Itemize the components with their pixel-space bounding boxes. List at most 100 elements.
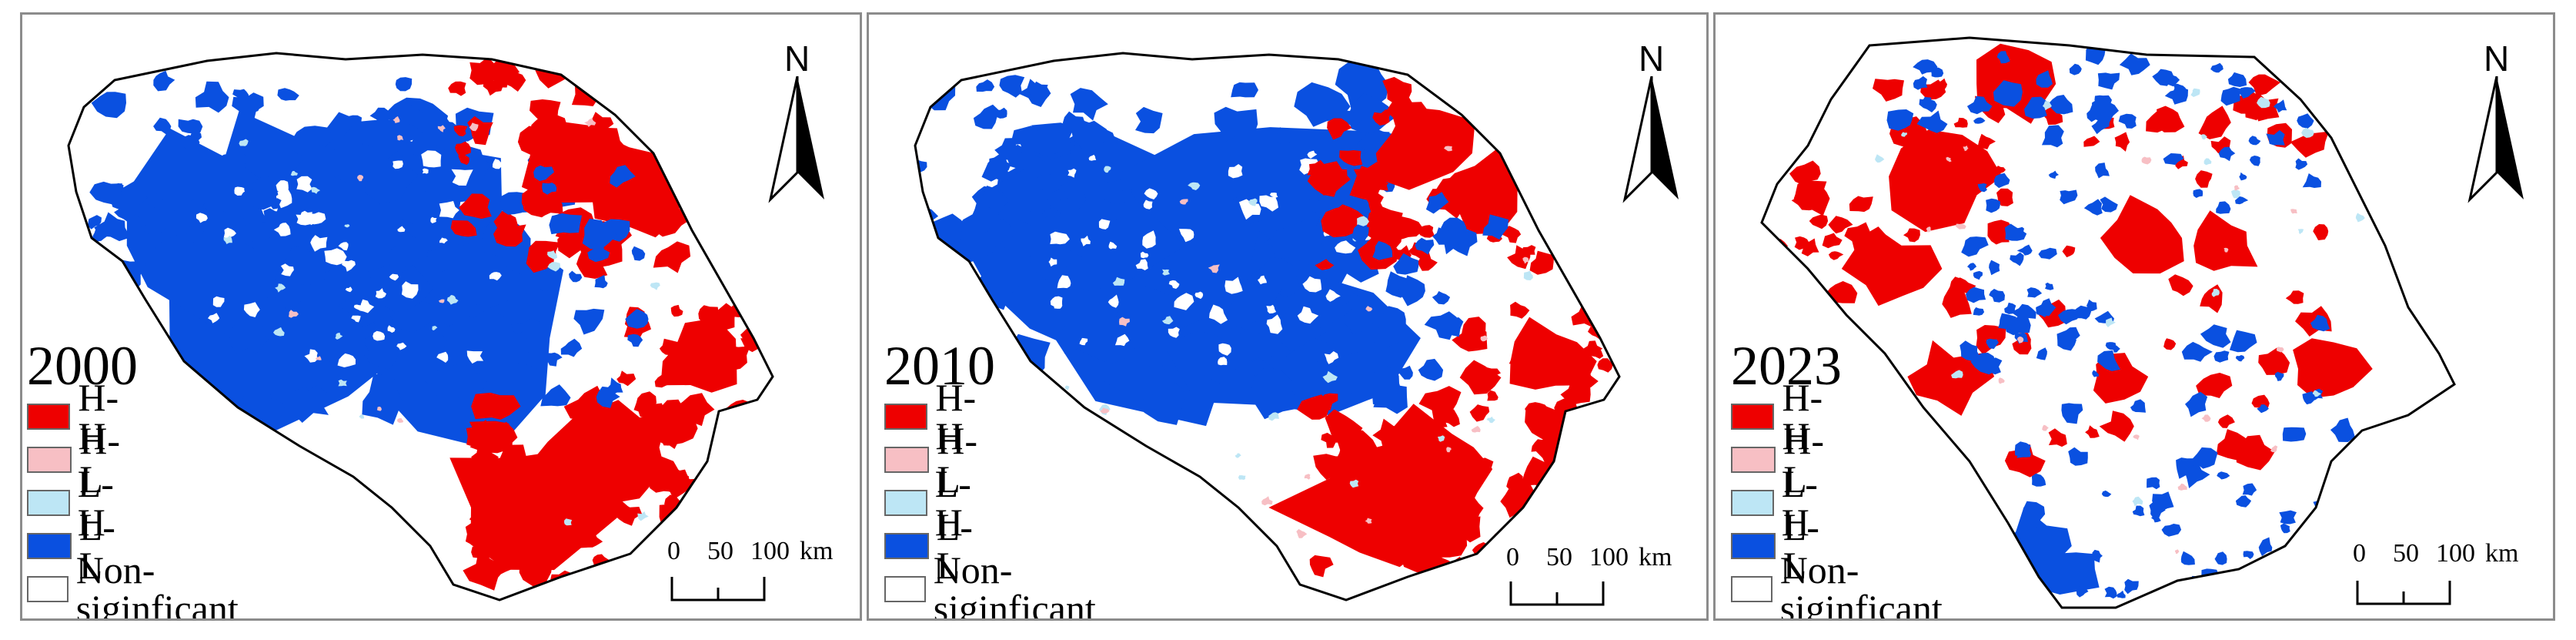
non-significant-patch — [1088, 154, 1097, 161]
hh-cluster — [463, 550, 504, 591]
ll-cluster — [1251, 256, 1301, 298]
ll-cluster — [1967, 263, 1977, 271]
ll-cluster — [2273, 99, 2287, 113]
ll-cluster — [2265, 557, 2281, 571]
hh-cluster — [1996, 188, 2013, 206]
ll-cluster — [594, 274, 608, 289]
ll-cluster — [1998, 313, 2016, 330]
ll-cluster — [406, 105, 431, 130]
non-significant-patch — [208, 313, 220, 323]
hl-cluster — [1471, 425, 1481, 433]
hh-cluster — [1595, 306, 1612, 317]
ll-cluster — [338, 276, 405, 328]
hh-cluster — [2036, 299, 2067, 328]
north-arrow: N — [763, 38, 832, 203]
ll-cluster — [2092, 549, 2103, 563]
ll-cluster — [1973, 270, 1983, 280]
scale-label-50: 50 — [1546, 543, 1572, 571]
ll-cluster — [2097, 72, 2120, 90]
ll-cluster — [2132, 505, 2145, 517]
ll-cluster — [2235, 495, 2252, 508]
hh-cluster — [1504, 57, 1541, 87]
hh-cluster — [1526, 184, 1555, 206]
hh-cluster — [521, 187, 554, 218]
hh-cluster — [571, 79, 606, 106]
ll-cluster — [2227, 72, 2247, 87]
non-significant-patch — [489, 272, 502, 281]
hh-cluster — [616, 370, 636, 387]
hh-cluster — [458, 153, 469, 166]
lh-cluster — [2383, 490, 2391, 498]
hh-cluster — [1375, 106, 1475, 190]
hh-cluster — [1418, 386, 1462, 424]
hh-cluster — [1425, 522, 1468, 558]
lh-cluster — [1238, 475, 1246, 480]
lh-cluster — [1065, 385, 1070, 390]
non-significant-patch — [375, 288, 386, 299]
ll-cluster — [1231, 82, 1258, 98]
non-significant-patch — [436, 351, 449, 363]
hh-cluster — [2196, 373, 2233, 398]
hh-cluster — [681, 355, 703, 374]
lisa-cluster-map — [914, 52, 1621, 601]
scale-bar: 0 50 100 km — [661, 523, 854, 615]
hh-cluster — [2062, 245, 2076, 258]
non-significant-patch — [1297, 306, 1319, 324]
ll-cluster — [395, 77, 413, 92]
ll-cluster — [1393, 253, 1419, 275]
ll-cluster — [439, 323, 463, 341]
hh-cluster — [1409, 155, 1435, 181]
ll-cluster — [2243, 551, 2254, 559]
non-significant-patch — [1081, 235, 1091, 246]
ll-cluster — [2065, 327, 2080, 341]
scale-bar: 0 50 100 km — [1500, 531, 1700, 618]
ll-cluster — [2119, 53, 2150, 75]
ll-cluster — [1372, 240, 1393, 260]
hh-cluster — [530, 99, 561, 124]
ll-cluster — [186, 225, 205, 243]
hh-cluster — [453, 125, 468, 137]
ll-cluster — [2258, 537, 2273, 557]
ll-cluster — [1071, 122, 1105, 152]
legend-label: H-L — [937, 419, 978, 501]
ll-cluster — [1351, 224, 1369, 242]
ll-cluster — [2239, 172, 2247, 181]
ll-cluster — [242, 223, 266, 243]
ll-cluster — [2124, 578, 2139, 595]
hh-cluster — [1789, 160, 1821, 186]
ll-cluster — [1960, 340, 1981, 362]
hl-cluster — [1480, 335, 1488, 342]
lh-cluster — [1268, 412, 1279, 421]
ll-cluster — [607, 377, 623, 396]
hh-cluster — [660, 317, 737, 393]
hl-cluster — [2234, 185, 2240, 191]
ll-cluster — [2097, 350, 2121, 371]
hl-cluster — [1963, 146, 1969, 152]
ll-cluster — [2004, 223, 2027, 241]
legend-item-ns: Non-siginficant — [1731, 551, 1956, 618]
lh-cluster — [564, 518, 573, 526]
ll-cluster — [363, 332, 399, 370]
hh-cluster — [1871, 373, 1889, 388]
hh-cluster — [1935, 78, 1947, 90]
ll-cluster — [2200, 324, 2231, 348]
lh-cluster — [310, 186, 321, 194]
non-significant-patch — [439, 201, 459, 219]
hl-cluster — [2201, 414, 2211, 422]
hh-cluster — [2085, 425, 2100, 438]
hh-cluster — [1844, 222, 1872, 252]
non-significant-patch — [280, 263, 294, 276]
hh-cluster — [633, 391, 657, 413]
lh-cluster — [1357, 216, 1369, 228]
ll-cluster — [1996, 51, 2010, 64]
hh-cluster — [536, 245, 556, 265]
non-significant-patch — [324, 248, 347, 266]
lh-cluster — [2301, 127, 2314, 138]
lh-cluster — [359, 414, 365, 419]
non-significant-patch — [1266, 304, 1277, 314]
lh-cluster — [1151, 481, 1163, 493]
ll-cluster — [610, 165, 636, 188]
hh-cluster — [2168, 274, 2193, 297]
non-significant-patch — [1142, 230, 1156, 249]
ll-cluster — [1986, 198, 2000, 213]
